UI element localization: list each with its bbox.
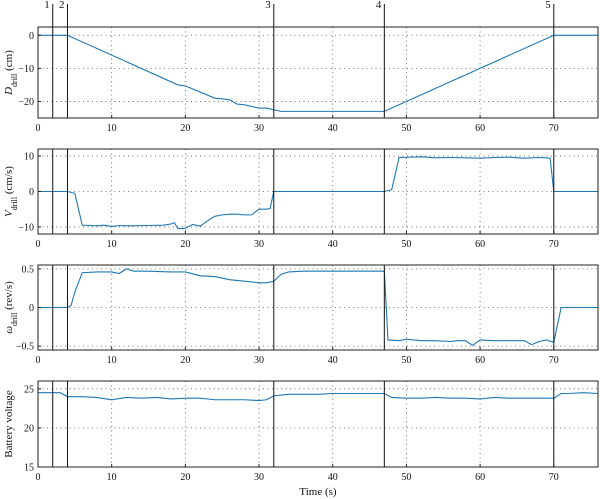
x-tick-label: 0 bbox=[36, 123, 41, 134]
y-tick-label: −10 bbox=[18, 64, 34, 75]
x-tick-label: 50 bbox=[401, 123, 411, 134]
x-tick-label: 30 bbox=[254, 239, 264, 250]
series-line bbox=[38, 156, 598, 230]
x-tick-label: 50 bbox=[401, 472, 411, 483]
y-axis-label-subscript: drill bbox=[10, 196, 19, 210]
x-tick-label: 50 bbox=[401, 239, 411, 250]
x-tick-label: 70 bbox=[549, 239, 559, 250]
series-line bbox=[38, 392, 599, 402]
x-tick-label: 20 bbox=[180, 123, 190, 134]
x-tick-label: 20 bbox=[180, 472, 190, 483]
series-line bbox=[38, 34, 598, 112]
y-axis-label-unit: (rev/s) bbox=[3, 281, 15, 313]
x-tick-label: 30 bbox=[254, 355, 264, 366]
x-tick-label: 50 bbox=[401, 355, 411, 366]
y-axis-label: Battery voltage bbox=[3, 390, 15, 458]
x-tick-label: 60 bbox=[475, 355, 485, 366]
x-tick-label: 60 bbox=[475, 472, 485, 483]
x-axis-label: Time (s) bbox=[299, 486, 337, 498]
y-axis-label: Vdrill (cm/s) bbox=[3, 166, 19, 217]
x-tick-label: 70 bbox=[549, 472, 559, 483]
y-tick-label: −0.5 bbox=[16, 342, 34, 353]
y-axis-label-unit: (cm) bbox=[3, 50, 15, 74]
y-axis-label-symbol: D bbox=[3, 87, 15, 96]
x-tick-label: 10 bbox=[107, 239, 117, 250]
plot-frame bbox=[37, 26, 599, 119]
x-tick-label: 20 bbox=[180, 355, 190, 366]
y-tick-label: 10 bbox=[24, 152, 34, 163]
x-tick-label: 30 bbox=[254, 123, 264, 134]
x-tick-label: 0 bbox=[36, 472, 41, 483]
x-tick-label: 60 bbox=[475, 123, 485, 134]
x-tick-label: 10 bbox=[107, 355, 117, 366]
y-tick-label: 0 bbox=[29, 303, 34, 314]
y-axis-label-symbol: V bbox=[3, 209, 15, 217]
x-tick-label: 0 bbox=[36, 355, 41, 366]
y-tick-label: 0 bbox=[29, 187, 34, 198]
y-axis-label-subscript: drill bbox=[10, 73, 19, 87]
x-tick-label: 0 bbox=[36, 239, 41, 250]
x-tick-label: 60 bbox=[475, 239, 485, 250]
y-tick-label: 0 bbox=[29, 31, 34, 42]
y-tick-label: −20 bbox=[18, 97, 34, 108]
x-tick-label: 20 bbox=[180, 239, 190, 250]
y-axis-label: ωdrill (rev/s) bbox=[3, 281, 19, 334]
y-axis-label-symbol: ω bbox=[3, 326, 15, 334]
y-tick-label: 15 bbox=[24, 463, 34, 474]
x-tick-label: 10 bbox=[107, 123, 117, 134]
phase-marker-label: 1 bbox=[44, 0, 50, 11]
x-tick-label: 40 bbox=[328, 239, 338, 250]
x-tick-label: 30 bbox=[254, 472, 264, 483]
x-tick-label: 40 bbox=[328, 355, 338, 366]
x-tick-label: 70 bbox=[549, 355, 559, 366]
y-axis-label: Ddrill (cm) bbox=[3, 50, 19, 96]
phase-marker-label: 3 bbox=[265, 0, 271, 11]
chart-panel-4: 0 10 20 30 40 50 60 70 25 20 15 Battery voltage bbox=[3, 380, 599, 483]
y-axis-label-unit: (cm/s) bbox=[3, 166, 15, 197]
phase-marker-label: 5 bbox=[545, 0, 551, 11]
phase-marker-label: 2 bbox=[59, 0, 65, 11]
y-axis-label-subscript: drill bbox=[10, 312, 19, 326]
x-tick-label: 70 bbox=[549, 123, 559, 134]
x-tick-label: 40 bbox=[328, 123, 338, 134]
phase-marker-label: 4 bbox=[376, 0, 382, 11]
x-tick-label: 40 bbox=[328, 472, 338, 483]
y-tick-label: 25 bbox=[24, 384, 34, 395]
y-tick-label: 20 bbox=[24, 423, 34, 434]
y-tick-label: 0.5 bbox=[22, 264, 35, 275]
y-tick-label: −10 bbox=[18, 222, 34, 233]
x-tick-label: 10 bbox=[107, 472, 117, 483]
plot-frame bbox=[37, 380, 599, 468]
series-line bbox=[38, 268, 598, 347]
